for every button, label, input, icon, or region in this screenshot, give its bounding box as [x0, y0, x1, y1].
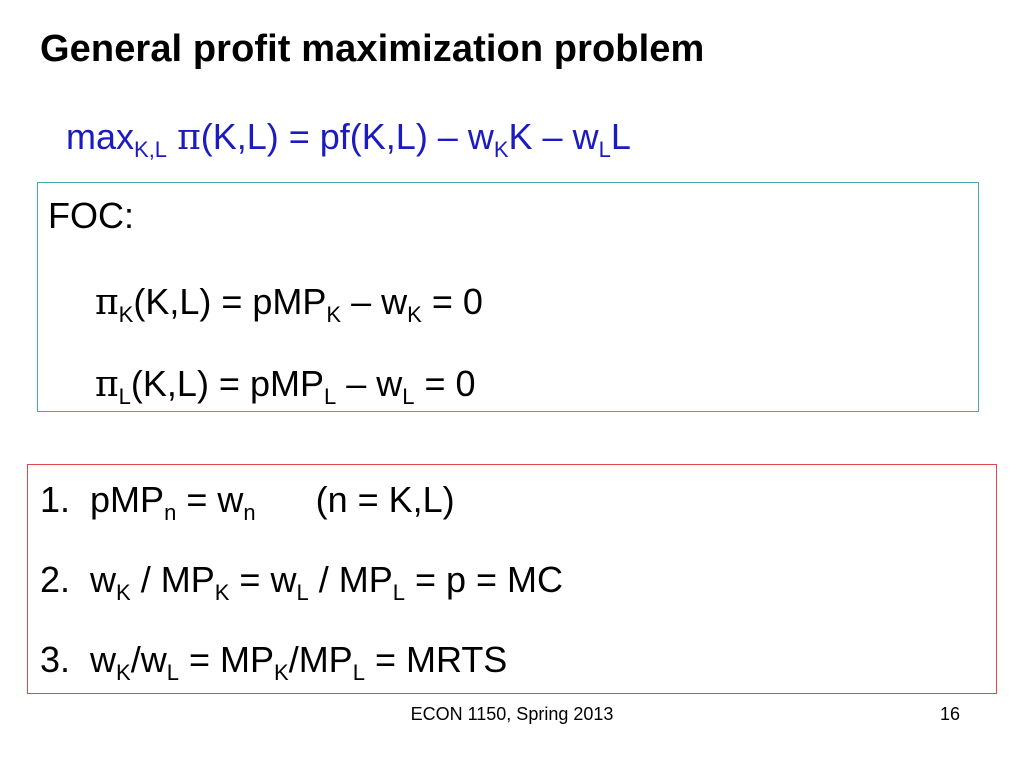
result-number: 2. [40, 559, 71, 600]
equation-part: = w [176, 479, 244, 520]
equation-subscript: K [214, 580, 230, 605]
equation-part: = MRTS [364, 639, 508, 680]
footer-course: ECON 1150, Spring 2013 [410, 704, 614, 724]
equation-subscript: L [166, 660, 179, 685]
equation-subscript: L [323, 384, 337, 409]
objective-part: (K,L) = pf(K,L) – w [200, 116, 494, 157]
foc-equation-k: πK(K,L) = pMPK – wK = 0 [95, 281, 483, 327]
equation-part: = 0 [421, 281, 483, 322]
objective-subscript: L [598, 137, 611, 162]
objective-subscript: K [493, 137, 509, 162]
objective-subscript: K,L [134, 137, 168, 162]
results-box: 1. pMPn = wn (n = K,L) 2. wK / MPK = wL / M… [27, 464, 997, 694]
foc-box: FOC: πK(K,L) = pMPK – wK = 0 πL(K,L) = p… [37, 182, 979, 412]
equation-part: (K,L) = pMP [130, 363, 324, 404]
equation-part: = w [229, 559, 297, 600]
result-number: 3. [40, 639, 71, 680]
page-number: 16 [940, 704, 961, 724]
equation-part: = p = MC [404, 559, 564, 600]
equation-subscript: L [296, 580, 309, 605]
pi-symbol: π [177, 117, 201, 158]
equation-subscript: n [243, 500, 256, 525]
equation-subscript: K [116, 580, 131, 605]
equation-subscript: L [402, 384, 415, 409]
equation-part: = 0 [414, 363, 476, 404]
equation-part: w [90, 559, 117, 600]
equation-part: / MP [130, 559, 215, 600]
equation-subscript: L [352, 660, 365, 685]
equation-subscript: K [407, 302, 422, 327]
foc-label: FOC: [48, 195, 134, 236]
equation-subscript: L [118, 384, 131, 409]
pi-symbol: π [95, 282, 119, 323]
objective-part: max [66, 116, 135, 157]
objective-part: L [610, 116, 631, 157]
equation-part: (n = K,L) [315, 479, 455, 520]
equation-part: pMP [90, 479, 165, 520]
equation-subscript: K [116, 660, 131, 685]
equation-subscript: K [118, 302, 134, 327]
objective-function: maxK,L π(K,L) = pf(K,L) – wKK – wLL [66, 116, 631, 162]
foc-equation-l: πL(K,L) = pMPL – wL = 0 [95, 363, 476, 409]
equation-subscript: L [392, 580, 405, 605]
equation-subscript: n [164, 500, 177, 525]
slide-title: General profit maximization problem [40, 28, 705, 70]
equation-part: / MP [308, 559, 393, 600]
equation-subscript: K [274, 660, 289, 685]
equation-part: – w [336, 363, 403, 404]
result-item-3: 3. wK/wL = MPK/MPL = MRTS [40, 639, 508, 685]
equation-part: /w [130, 639, 167, 680]
objective-part: K – w [508, 116, 599, 157]
equation-part: /MP [288, 639, 353, 680]
pi-symbol: π [95, 364, 119, 405]
result-number: 1. [40, 479, 71, 520]
equation-part: – w [341, 281, 408, 322]
result-item-2: 2. wK / MPK = wL / MPL = p = MC [40, 559, 564, 605]
equation-part: w [90, 639, 117, 680]
result-item-1: 1. pMPn = wn (n = K,L) [40, 479, 455, 525]
equation-part: = MP [178, 639, 274, 680]
equation-part: (K,L) = pMP [133, 281, 327, 322]
equation-subscript: K [326, 302, 342, 327]
